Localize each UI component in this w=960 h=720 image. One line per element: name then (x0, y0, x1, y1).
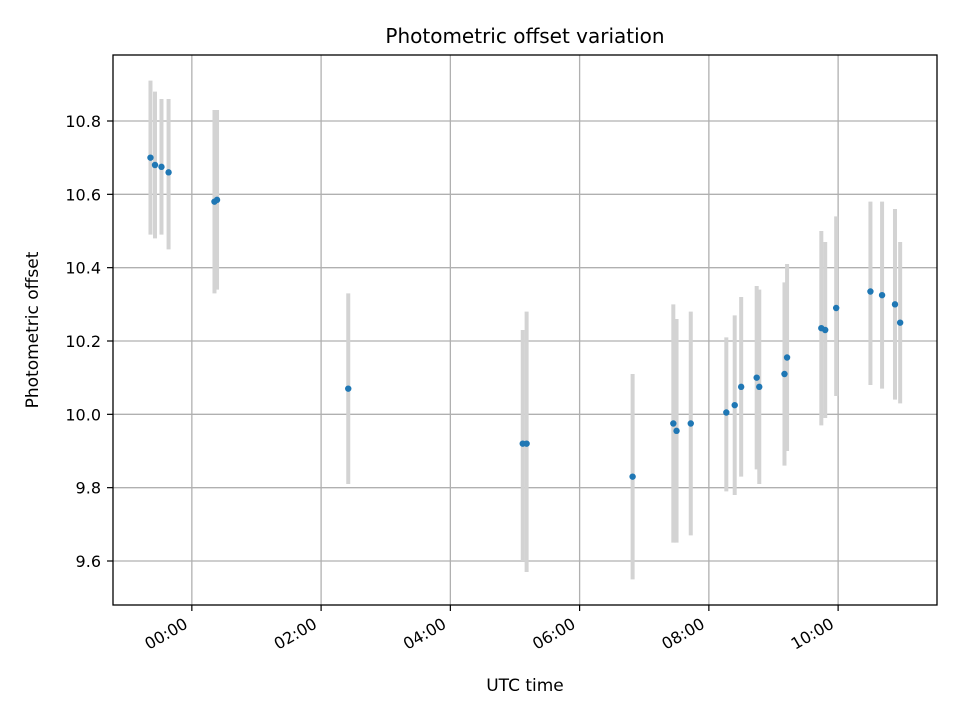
data-point (670, 420, 677, 427)
data-point (832, 304, 840, 312)
y-tick-label: 10.2 (65, 332, 101, 351)
data-point (523, 440, 530, 447)
x-tick-label: 10:00 (788, 614, 837, 654)
data-point (737, 383, 745, 391)
x-tick-label: 06:00 (529, 614, 578, 654)
data-point (213, 196, 221, 204)
data-point (756, 383, 763, 391)
axis-ticks: 00:00 02:00 04:00 06:00 08:00 10:00 9.6 9.8 10.0… (65, 112, 839, 654)
data-point (878, 291, 886, 299)
y-tick-label: 10.4 (65, 259, 101, 278)
data-point (158, 163, 165, 171)
data-point (687, 420, 694, 427)
data-point (821, 326, 829, 334)
data-point (673, 427, 680, 435)
plot-frame (112, 54, 938, 606)
x-tick-label: 08:00 (658, 614, 707, 654)
data-point (896, 319, 904, 326)
x-tick-label: 04:00 (400, 614, 449, 654)
data-point (629, 473, 636, 480)
x-axis-label: UTC time (486, 676, 564, 696)
y-tick-label: 10.6 (65, 185, 101, 204)
data-point (147, 154, 154, 161)
data-point (783, 354, 791, 361)
y-tick-label: 10.8 (65, 112, 101, 131)
data-point (151, 161, 159, 169)
y-tick-label: 9.6 (76, 552, 101, 571)
data-point (345, 385, 352, 392)
data-point (867, 288, 874, 295)
data-point (753, 374, 760, 381)
y-axis-label: Photometric offset (23, 251, 43, 408)
data-point (165, 169, 172, 176)
y-tick-label: 10.0 (65, 405, 101, 424)
x-tick-label: 02:00 (271, 614, 320, 654)
data-point (891, 301, 899, 308)
data-points (147, 154, 904, 480)
data-point (723, 409, 730, 416)
x-tick-label: 00:00 (141, 614, 190, 654)
data-point (731, 401, 738, 409)
y-tick-label: 9.8 (76, 479, 101, 498)
error-bars (148, 80, 903, 580)
chart-title: Photometric offset variation (385, 24, 664, 48)
data-point (781, 370, 788, 378)
